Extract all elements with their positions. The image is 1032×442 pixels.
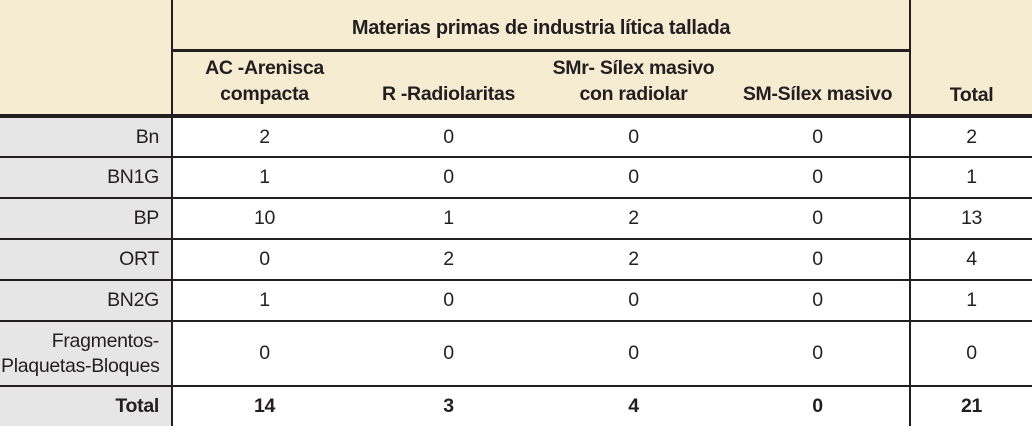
row-label: BP (0, 198, 173, 240)
group-header-row: Materias primas de industria lítica tall… (0, 0, 1032, 118)
cell: 2 (172, 116, 356, 158)
footer-cell: 14 (172, 386, 356, 426)
table-row-total: Total 14 3 4 0 21 (0, 386, 1032, 426)
cell: 0 (726, 280, 911, 322)
group-header: Materias primas de industria lítica tall… (172, 0, 911, 52)
cell: 1 (172, 157, 356, 199)
cell: 0 (726, 157, 911, 199)
row-label: BN1G (0, 157, 173, 199)
table-row-bn2g: BN2G 1 0 0 0 1 (0, 280, 1032, 322)
column-header-total: Total (909, 0, 1032, 118)
row-total-cell: 1 (909, 280, 1032, 322)
cell: 2 (541, 198, 726, 240)
column-header-row: AC -Arenisca compacta R -Radiolaritas SM… (0, 50, 1032, 118)
cell: 0 (726, 321, 911, 387)
row-total-cell: 1 (909, 157, 1032, 199)
cell: 0 (726, 198, 911, 240)
table-row-bp: BP 10 1 2 0 13 (0, 198, 1032, 240)
row-label: Fragmentos- Plaquetas-Bloques (0, 321, 173, 387)
row-total-cell: 13 (909, 198, 1032, 240)
corner-cell (0, 0, 173, 118)
cell: 0 (356, 157, 541, 199)
cell: 10 (172, 198, 356, 240)
grand-total-cell: 21 (909, 386, 1032, 426)
cell: 0 (172, 321, 356, 387)
cell: 0 (541, 157, 726, 199)
row-label: ORT (0, 239, 173, 281)
cell: 0 (356, 321, 541, 387)
footer-cell: 0 (726, 386, 911, 426)
cell: 1 (172, 280, 356, 322)
cell: 2 (541, 239, 726, 281)
row-total-cell: 2 (909, 116, 1032, 158)
cell: 1 (356, 198, 541, 240)
row-label: Bn (0, 116, 173, 158)
cell: 0 (541, 280, 726, 322)
column-header-smr: SMr- Sílex masivo con radiolar (541, 50, 726, 118)
row-total-cell: 4 (909, 239, 1032, 281)
footer-cell: 4 (541, 386, 726, 426)
cell: 0 (541, 321, 726, 387)
table-row-ort: ORT 0 2 2 0 4 (0, 239, 1032, 281)
cell: 2 (356, 239, 541, 281)
table-row-bn: Bn 2 0 0 0 2 (0, 116, 1032, 158)
cell: 0 (356, 280, 541, 322)
footer-cell: 3 (356, 386, 541, 426)
column-header-r: R -Radiolaritas (356, 50, 541, 118)
cell: 0 (172, 239, 356, 281)
table-row-fragmentos: Fragmentos- Plaquetas-Bloques 0 0 0 0 0 (0, 321, 1032, 387)
cell: 0 (356, 116, 541, 158)
column-header-sm: SM-Sílex masivo (726, 50, 911, 118)
column-header-ac: AC -Arenisca compacta (172, 50, 356, 118)
table-row-bn1g: BN1G 1 0 0 0 1 (0, 157, 1032, 199)
row-label: BN2G (0, 280, 173, 322)
cell: 0 (726, 116, 911, 158)
lithic-raw-materials-table: Materias primas de industria lítica tall… (0, 0, 1032, 426)
footer-label: Total (0, 386, 173, 426)
cell: 0 (726, 239, 911, 281)
row-total-cell: 0 (909, 321, 1032, 387)
cell: 0 (541, 116, 726, 158)
